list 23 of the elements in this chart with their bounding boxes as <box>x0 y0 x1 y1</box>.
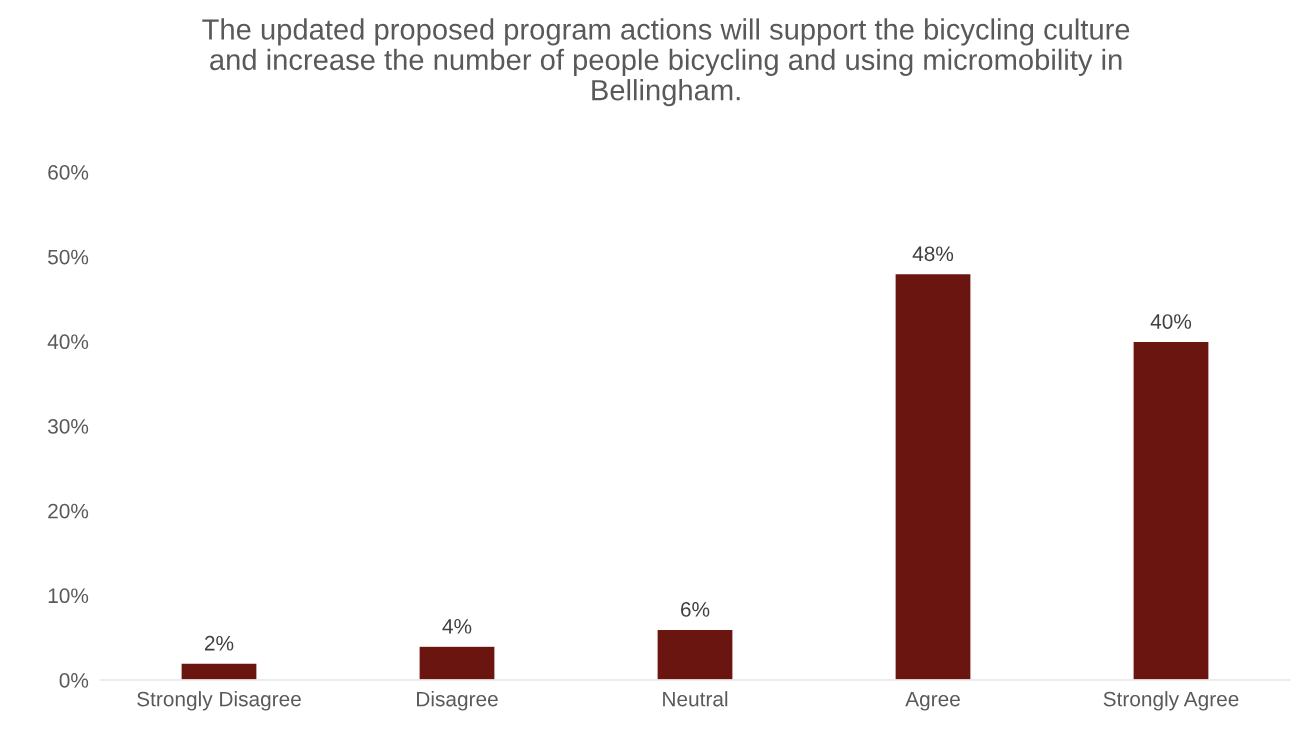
chart-title: The updated proposed program actions will support the bicycling culture and increase the number of people bicycling and using micromobility in Bellingham. <box>202 18 1130 107</box>
y-tick-label: 50% <box>48 249 89 265</box>
x-tick-label: Strongly Disagree <box>137 691 301 711</box>
data-label: 48% <box>912 246 954 262</box>
y-tick-label: 0% <box>59 673 89 688</box>
x-tick-label: Disagree <box>417 691 498 711</box>
bar <box>894 272 972 680</box>
x-tick-label: Strongly Agree <box>1103 691 1239 711</box>
y-tick-label: 60% <box>48 165 89 180</box>
x-tick-label: Neutral <box>663 691 728 707</box>
bar <box>1132 340 1210 680</box>
bar <box>180 662 258 680</box>
bar <box>656 628 734 680</box>
data-label: 6% <box>681 602 710 617</box>
y-tick-label: 40% <box>47 334 89 350</box>
y-tick-label: 30% <box>47 419 89 434</box>
x-tick-label: Agree <box>905 691 960 711</box>
y-tick-label: 20% <box>48 503 89 519</box>
y-tick-label: 10% <box>48 588 89 604</box>
bar <box>418 645 496 680</box>
data-label: 4% <box>442 619 472 634</box>
data-label: 40% <box>1150 314 1192 329</box>
data-label: 2% <box>204 635 234 651</box>
